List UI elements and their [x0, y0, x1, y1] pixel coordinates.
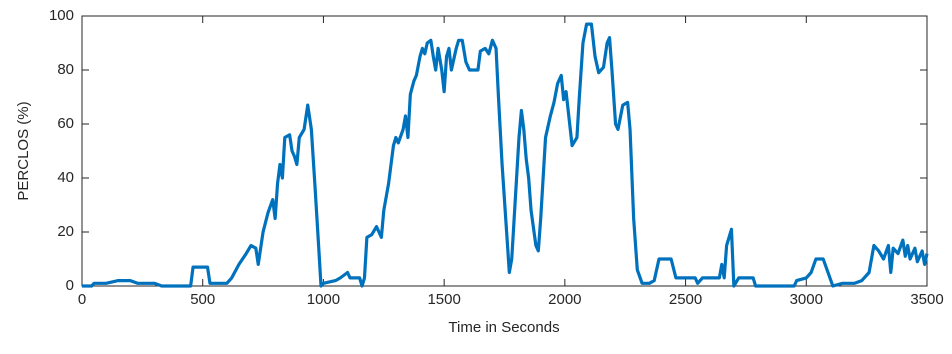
x-axis-label: Time in Seconds — [448, 319, 559, 336]
x-tick-label: 2500 — [669, 291, 702, 308]
data-line — [82, 22, 929, 288]
y-tick-label: 100 — [49, 7, 74, 24]
x-tick-label: 0 — [78, 291, 86, 308]
x-tick-label: 500 — [190, 291, 215, 308]
y-tick-label: 0 — [66, 277, 74, 294]
x-tick-label: 2000 — [548, 291, 581, 308]
x-tick-label: 3500 — [910, 291, 943, 308]
y-tick-label: 20 — [57, 223, 74, 240]
x-tick-label: 1000 — [307, 291, 340, 308]
x-tick-label: 3000 — [790, 291, 823, 308]
y-axis-label: PERCLOS (%) — [15, 101, 32, 200]
plot-frame — [81, 15, 928, 287]
y-tick-label: 80 — [57, 61, 74, 78]
y-tick-label: 40 — [57, 169, 74, 186]
y-tick-label: 60 — [57, 115, 74, 132]
x-tick-label: 1500 — [427, 291, 460, 308]
